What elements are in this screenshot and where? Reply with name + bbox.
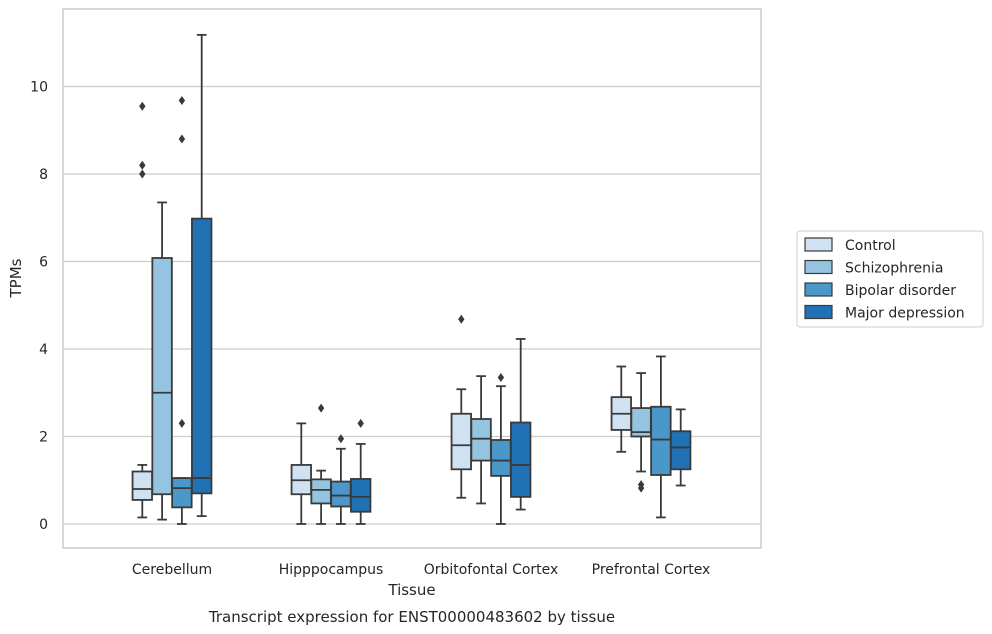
box <box>191 33 213 518</box>
y-tick-label: 6 <box>39 255 48 271</box>
y-axis-ticks: 0 2 4 6 8 10 <box>30 80 48 534</box>
box <box>610 365 632 453</box>
legend-swatch <box>804 237 833 252</box>
box <box>131 101 153 519</box>
box-body <box>151 257 173 496</box>
box-body <box>490 439 512 477</box>
x-axis-ticks: Cerebellum Hipppocampus Orbitofontal Corte… <box>132 562 710 578</box>
box-body <box>450 412 472 471</box>
box-body <box>650 405 672 476</box>
y-tick-label: 2 <box>39 430 48 446</box>
x-tick-label: Cerebellum <box>132 562 212 578</box>
x-axis-label: Tissue <box>387 581 435 599</box>
outlier-point <box>139 101 146 111</box>
box-groups <box>131 33 692 525</box>
outlier-point <box>497 372 505 382</box>
legend-swatch <box>804 259 833 275</box>
y-tick-label: 4 <box>39 342 48 358</box>
outlier-point <box>178 96 186 105</box>
legend: Control Schizophrenia Bipolar disorder Majo… <box>796 230 984 328</box>
box <box>350 418 372 525</box>
plot-frame <box>62 8 762 549</box>
box <box>510 338 532 511</box>
legend-label: Major depression <box>845 306 965 322</box>
x-tick-label: Prefrontal Cortex <box>592 562 711 578</box>
legend-swatch <box>804 282 833 297</box>
chart-caption: Transcript expression for ENST0000048360… <box>208 608 615 626</box>
box <box>630 372 652 493</box>
x-tick-label: Hipppocampus <box>279 562 384 578</box>
box <box>151 201 173 521</box>
legend-label: Schizophrenia <box>845 261 943 277</box>
y-tick-label: 0 <box>39 517 48 533</box>
legend-label: Control <box>845 238 896 254</box>
series-bipolar-disorder <box>171 96 672 525</box>
outlier-point <box>178 134 186 144</box>
outlier-point <box>178 418 186 428</box>
y-gridlines <box>63 85 761 525</box>
outlier-point <box>139 169 146 179</box>
box <box>290 422 312 525</box>
legend-label: Bipolar disorder <box>845 283 956 299</box>
box-body <box>171 477 193 509</box>
outlier-point <box>458 314 465 324</box>
box-body <box>191 217 213 495</box>
outlier-point <box>139 160 146 170</box>
box-body <box>510 421 532 498</box>
series-major-depression <box>191 33 692 525</box>
outlier-point <box>337 434 345 444</box>
outlier-point <box>357 418 364 428</box>
box <box>490 372 512 525</box>
box-body <box>350 478 372 513</box>
y-tick-label: 10 <box>30 80 48 96</box>
box-body <box>670 430 692 471</box>
box-body <box>310 478 332 505</box>
box <box>650 355 672 519</box>
box-body <box>470 418 492 462</box>
box-body <box>330 480 352 508</box>
legend-frame <box>796 230 984 328</box>
legend-swatch <box>804 304 833 320</box>
series-control <box>131 101 632 525</box>
box <box>470 375 492 505</box>
outlier-point <box>637 480 645 490</box>
box-body <box>131 470 153 501</box>
box <box>171 96 193 525</box>
outlier-point <box>317 403 325 413</box>
x-tick-label: Orbitofontal Cortex <box>424 562 559 578</box>
box <box>450 314 472 499</box>
y-axis-label: TPMs <box>7 258 25 298</box>
series-schizophrenia <box>151 201 652 525</box>
box <box>330 434 352 525</box>
box <box>310 403 332 525</box>
box <box>670 408 692 487</box>
y-tick-label: 8 <box>39 167 48 183</box>
